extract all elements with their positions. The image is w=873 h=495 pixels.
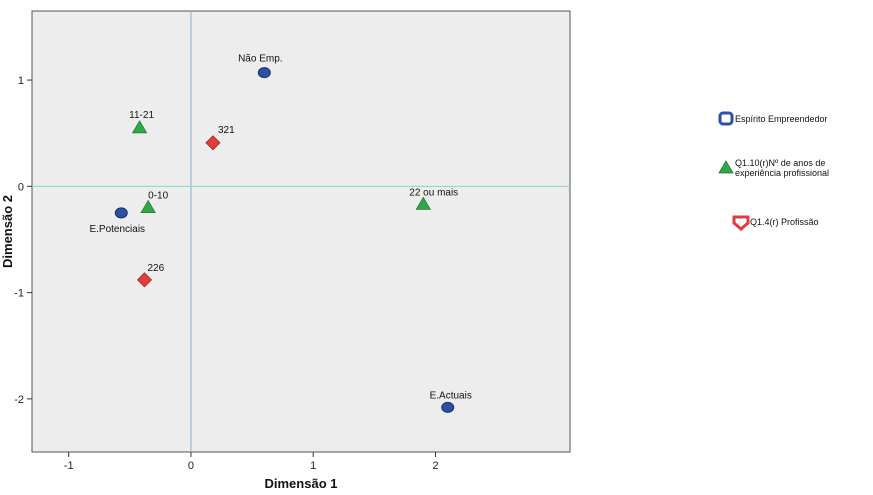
x-tick-label: 2 (432, 460, 438, 472)
reference-lines (32, 11, 570, 452)
point-label: Não Emp. (238, 54, 282, 65)
circle-point (441, 401, 455, 413)
legend-label: Espírito Empreendedor (735, 114, 828, 124)
axes: -1 0 1 2 1 0 -1 -2 (14, 75, 438, 472)
triangle-point (415, 196, 431, 210)
triangle-point (131, 120, 148, 134)
x-tick-label: 1 (310, 460, 316, 472)
point-label: 11-21 (129, 110, 154, 121)
point-label: E.Potenciais (89, 224, 145, 235)
legend-circle-icon (718, 111, 734, 126)
legend-diamond-icon (732, 215, 750, 231)
legend-label: Q1.4(r) Profissão (750, 217, 819, 227)
diamond-point (205, 135, 221, 151)
legend-label-line: Q1.10(r)Nº de anos de (735, 158, 825, 168)
y-axis-title: Dimensão 2 (0, 195, 15, 268)
y-tick-label: 0 (18, 181, 24, 193)
legend-triangle-icon (718, 160, 734, 174)
legend-label-line: experiência profissional (735, 168, 829, 178)
y-tick-label: 1 (18, 75, 24, 87)
diamond-point (136, 272, 153, 288)
point-label: 321 (218, 125, 235, 136)
point-label: 226 (147, 263, 164, 274)
legend-label: Q1.10(r)Nº de anos de experiência profiss… (735, 158, 829, 178)
circle-point (114, 207, 128, 219)
legend: Espírito Empreendedor Q1.10(r)Nº de anos … (718, 111, 829, 231)
point-label: 0-10 (148, 191, 168, 202)
x-tick-label: 0 (188, 460, 194, 472)
point-label: 22 ou mais (409, 187, 458, 198)
x-axis-title: Dimensão 1 (265, 476, 338, 491)
y-tick-label: -2 (14, 394, 24, 406)
plot-area (31, 10, 571, 453)
y-tick-label: -1 (14, 288, 24, 300)
data-points: Não Emp. E.Potenciais E.Actuais 11-21 0-10 22… (89, 54, 472, 413)
point-label: E.Actuais (430, 390, 472, 401)
circle-point (257, 67, 271, 79)
x-tick-label: -1 (64, 460, 74, 472)
triangle-point (140, 199, 156, 213)
